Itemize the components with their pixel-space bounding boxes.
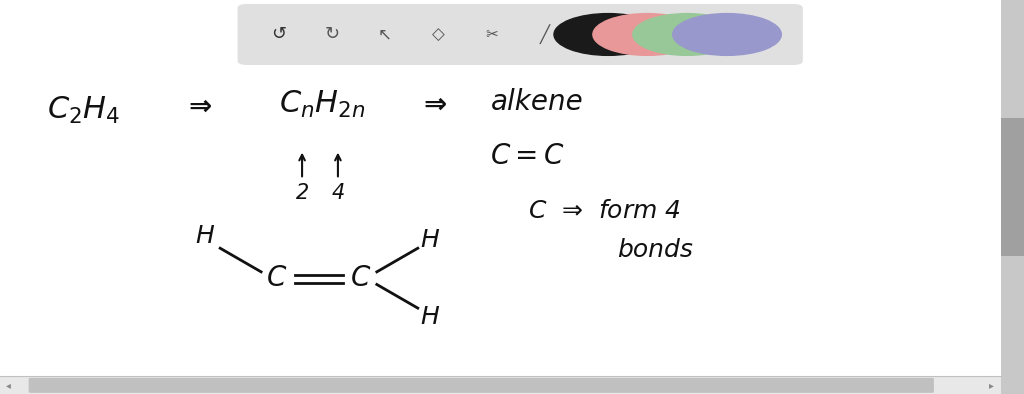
Text: $C=C$: $C=C$ bbox=[490, 141, 564, 170]
Text: ╱: ╱ bbox=[540, 24, 550, 45]
Text: ▣: ▣ bbox=[643, 26, 659, 43]
Text: $C_2H_4$: $C_2H_4$ bbox=[47, 95, 121, 126]
Text: $C$  ⇒  form 4: $C$ ⇒ form 4 bbox=[527, 199, 681, 223]
Text: ⇒: ⇒ bbox=[424, 90, 446, 119]
Text: alkene: alkene bbox=[492, 88, 584, 117]
Text: ⇒: ⇒ bbox=[188, 92, 211, 121]
Circle shape bbox=[554, 14, 663, 56]
FancyBboxPatch shape bbox=[0, 376, 1001, 394]
Text: 2: 2 bbox=[296, 183, 308, 203]
FancyBboxPatch shape bbox=[238, 4, 803, 65]
Text: ▸: ▸ bbox=[989, 380, 993, 390]
Text: bonds: bonds bbox=[617, 238, 693, 262]
Text: ↺: ↺ bbox=[271, 26, 286, 43]
Text: H: H bbox=[421, 229, 439, 252]
Text: $C_n H_{2n}$: $C_n H_{2n}$ bbox=[280, 89, 366, 120]
Text: H: H bbox=[421, 305, 439, 329]
FancyBboxPatch shape bbox=[1001, 0, 1024, 394]
Circle shape bbox=[673, 14, 781, 56]
Circle shape bbox=[593, 14, 701, 56]
FancyBboxPatch shape bbox=[29, 378, 934, 393]
Text: A: A bbox=[592, 26, 604, 43]
Text: ◂: ◂ bbox=[6, 380, 10, 390]
Text: H: H bbox=[196, 225, 214, 248]
Text: ✂: ✂ bbox=[485, 27, 498, 42]
Text: 4: 4 bbox=[332, 183, 344, 203]
FancyBboxPatch shape bbox=[1001, 118, 1024, 256]
Text: ◇: ◇ bbox=[432, 26, 444, 43]
Text: ↻: ↻ bbox=[325, 26, 339, 43]
Text: C: C bbox=[351, 264, 370, 292]
Text: C: C bbox=[267, 264, 286, 292]
Circle shape bbox=[633, 14, 741, 56]
Text: ↖: ↖ bbox=[378, 26, 392, 43]
